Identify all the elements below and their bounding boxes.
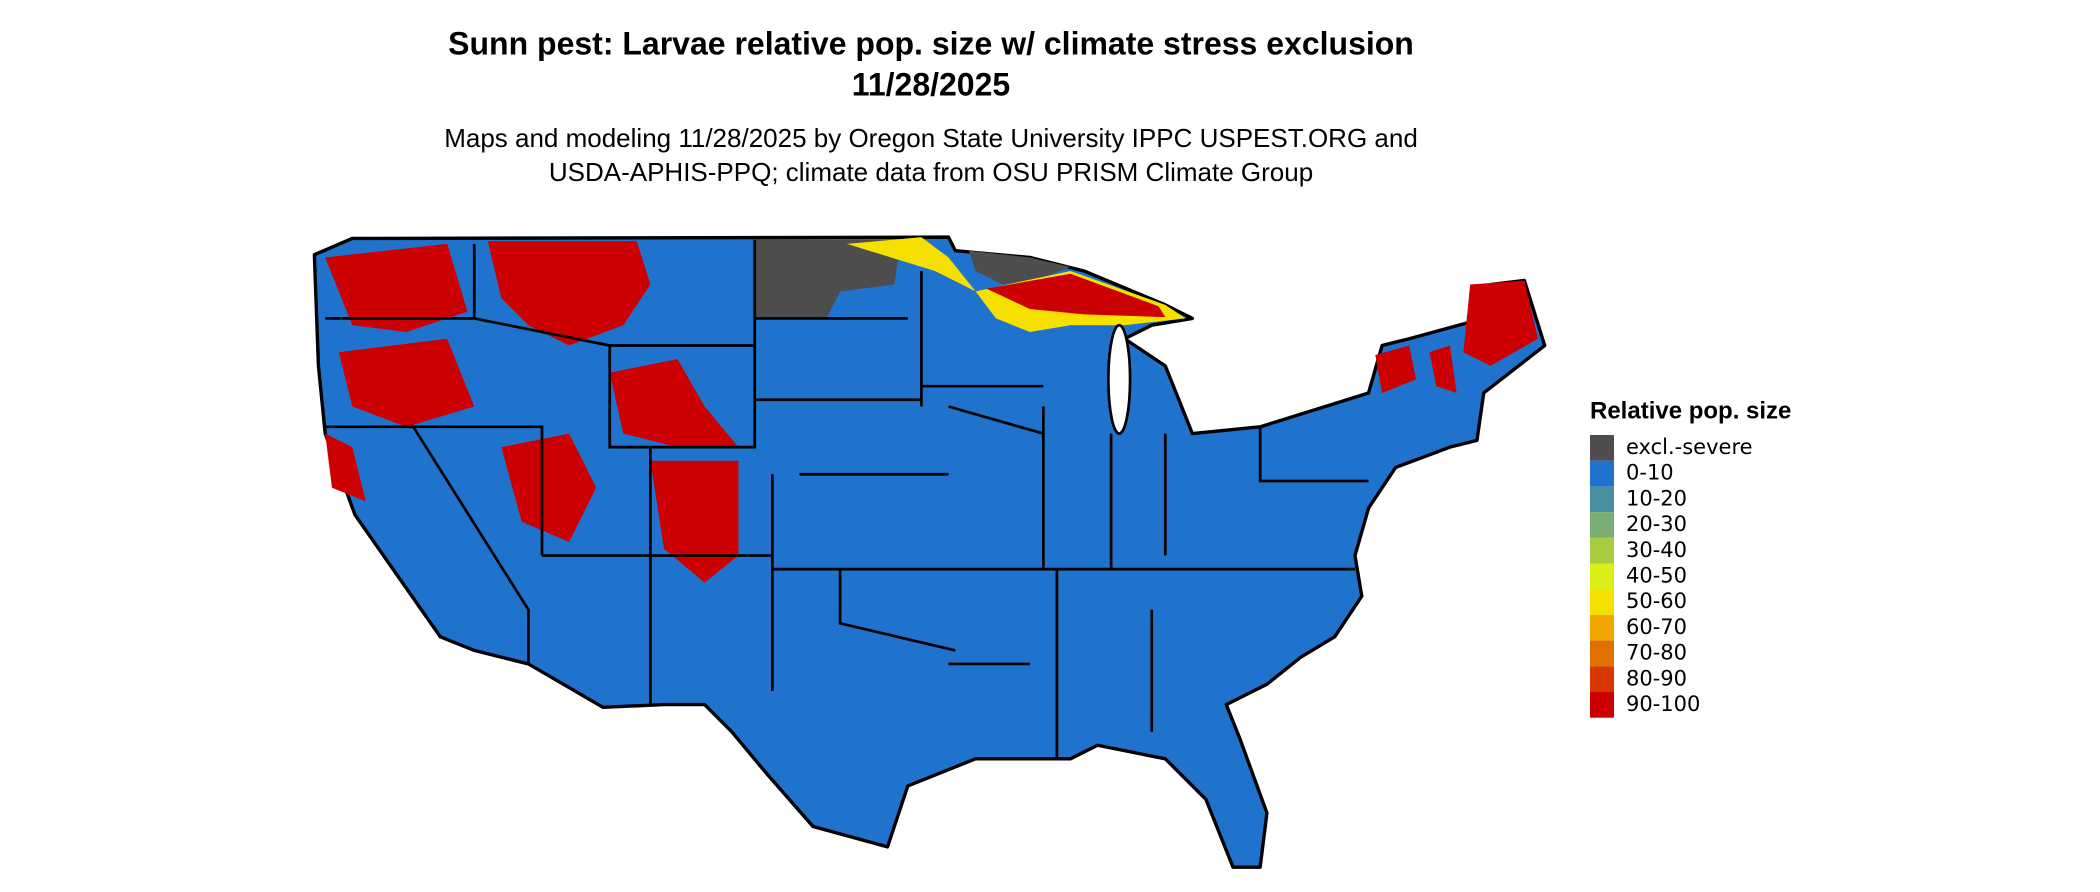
patch — [487, 241, 651, 346]
legend-label: 60-70 — [1626, 615, 1687, 639]
subtitle: Maps and modeling 11/28/2025 by Oregon S… — [444, 123, 1418, 153]
excluded-area — [663, 239, 902, 319]
patch — [338, 338, 475, 427]
legend-swatch — [1590, 435, 1614, 461]
legend-label: 50-60 — [1626, 589, 1687, 613]
map — [312, 235, 1547, 869]
patch — [1375, 345, 1416, 393]
patch — [846, 237, 976, 292]
state-lines — [325, 239, 1369, 759]
legend-swatch — [1590, 614, 1614, 641]
legend-swatch — [1590, 486, 1614, 513]
legend-swatch — [1590, 512, 1614, 538]
legend-label: 40-50 — [1626, 564, 1687, 588]
patch — [325, 433, 366, 502]
legend-label: 20-30 — [1626, 512, 1687, 536]
legend-swatch — [1590, 692, 1614, 718]
legend-swatch — [1590, 537, 1614, 564]
legend-swatch — [1590, 589, 1614, 615]
us-outline — [312, 235, 1547, 869]
patch — [650, 460, 739, 583]
legend-label: 0-10 — [1626, 461, 1674, 485]
patch — [609, 359, 739, 448]
title: Sunn pest: Larvae relative pop. size w/ … — [448, 25, 1414, 61]
legend-label: 10-20 — [1626, 486, 1687, 510]
legend-title: Relative pop. size — [1590, 397, 1791, 424]
legend-label: excl.-severe — [1626, 435, 1753, 459]
patch — [501, 433, 597, 542]
patch — [325, 243, 468, 332]
title: 11/28/2025 — [852, 66, 1010, 102]
legend: excl.-severe0-1010-2020-3030-4040-5050-6… — [1590, 435, 1753, 718]
legend-swatch — [1590, 666, 1614, 692]
legend-label: 70-80 — [1626, 641, 1687, 665]
excluded-area — [968, 250, 1071, 285]
lake — [1107, 323, 1132, 435]
subtitle: USDA-APHIS-PPQ; climate data from OSU PR… — [549, 157, 1313, 187]
patch — [1429, 345, 1457, 393]
legend-label: 90-100 — [1626, 692, 1700, 716]
patch — [986, 273, 1166, 318]
legend-label: 30-40 — [1626, 538, 1687, 562]
high-areas — [325, 237, 1538, 583]
legend-label: 80-90 — [1626, 666, 1687, 690]
legend-swatch — [1590, 640, 1614, 667]
patch — [1463, 280, 1538, 366]
legend-swatch — [1590, 460, 1614, 487]
legend-swatch — [1590, 563, 1614, 590]
